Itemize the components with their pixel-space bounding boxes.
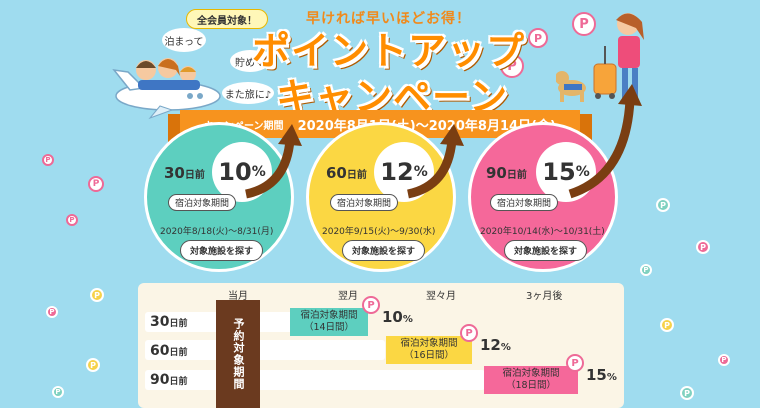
arrow-icon	[406, 139, 457, 199]
point-coin-icon: P	[656, 198, 670, 212]
month-header: 当月	[228, 291, 248, 302]
arrow-icon	[618, 84, 642, 106]
offer-percentage: 15%	[536, 142, 596, 202]
stay-period-tag: 宿泊対象期間	[330, 194, 399, 211]
month-header: 翌月	[338, 291, 358, 302]
point-coin-icon: P	[718, 354, 730, 366]
stay-period-box: 宿泊対象期間 （14日間）	[290, 308, 368, 336]
stay-period-box: 宿泊対象期間 （16日間）	[386, 336, 472, 364]
search-facilities-button[interactable]: 対象施設を探す	[342, 240, 426, 261]
offer-days: 90日前	[486, 164, 527, 182]
point-coin-icon: P	[500, 54, 524, 78]
point-coin-icon: P	[46, 306, 58, 318]
schedule-row-label: 90日前	[150, 372, 188, 388]
point-coin-icon: P	[660, 318, 674, 332]
point-coin-icon: P	[86, 358, 100, 372]
schedule-row-line	[145, 340, 385, 360]
speech-bubble: 泊まって	[162, 28, 206, 52]
tagline: 早ければ早いほどお得！	[306, 11, 471, 27]
point-coin-icon: P	[640, 264, 652, 276]
point-coin-icon: P	[42, 154, 54, 166]
point-coin-icon: P	[90, 288, 104, 302]
speech-bubble: また旅に♪	[222, 82, 274, 104]
point-coin-icon: P	[680, 386, 694, 400]
search-facilities-button[interactable]: 対象施設を探す	[180, 240, 264, 261]
point-coin-icon: P	[528, 28, 548, 48]
point-coin-icon: P	[66, 214, 78, 226]
arrow-icon	[244, 139, 295, 199]
schedule-row-percentage: 12%	[480, 336, 511, 354]
point-coin-icon: P	[566, 354, 584, 372]
schedule-row-label: 30日前	[150, 314, 188, 330]
month-header: 3ヶ月後	[526, 291, 563, 302]
schedule-row-percentage: 15%	[586, 366, 617, 384]
arrow-icon	[568, 99, 635, 199]
schedule-row-label: 60日前	[150, 343, 188, 359]
schedule-row-line	[145, 370, 485, 390]
search-facilities-button[interactable]: 対象施設を探す	[504, 240, 588, 261]
speech-bubble: 貯めて	[230, 50, 270, 72]
point-coin-icon: P	[88, 176, 104, 192]
stay-period-box: 宿泊対象期間 （18日間）	[484, 366, 578, 394]
month-header: 翌々月	[426, 291, 456, 302]
reservation-period-column: 予約対象期間	[216, 300, 260, 408]
point-coin-icon: P	[362, 296, 380, 314]
stay-period-tag: 宿泊対象期間	[168, 194, 237, 211]
all-members-badge: 全会員対象！	[186, 9, 268, 29]
stay-period-range: 2020年10/14(水)～10/31(土)	[480, 227, 605, 237]
stay-period-tag: 宿泊対象期間	[490, 194, 559, 211]
point-coin-icon: P	[572, 12, 596, 36]
family-airplane-illustration	[112, 58, 221, 120]
arrow-icon	[278, 124, 302, 146]
offer-days: 60日前	[326, 164, 367, 182]
schedule-row-percentage: 10%	[382, 308, 413, 326]
point-coin-icon: P	[52, 386, 64, 398]
arrow-icon	[440, 124, 464, 146]
offer-days: 30日前	[164, 164, 205, 182]
point-coin-icon: P	[696, 240, 710, 254]
point-coin-icon: P	[460, 324, 478, 342]
traveler-woman-illustration	[556, 13, 644, 102]
stay-period-range: 2020年8/18(火)～8/31(月)	[160, 227, 274, 237]
stay-period-range: 2020年9/15(火)～9/30(水)	[322, 227, 436, 237]
